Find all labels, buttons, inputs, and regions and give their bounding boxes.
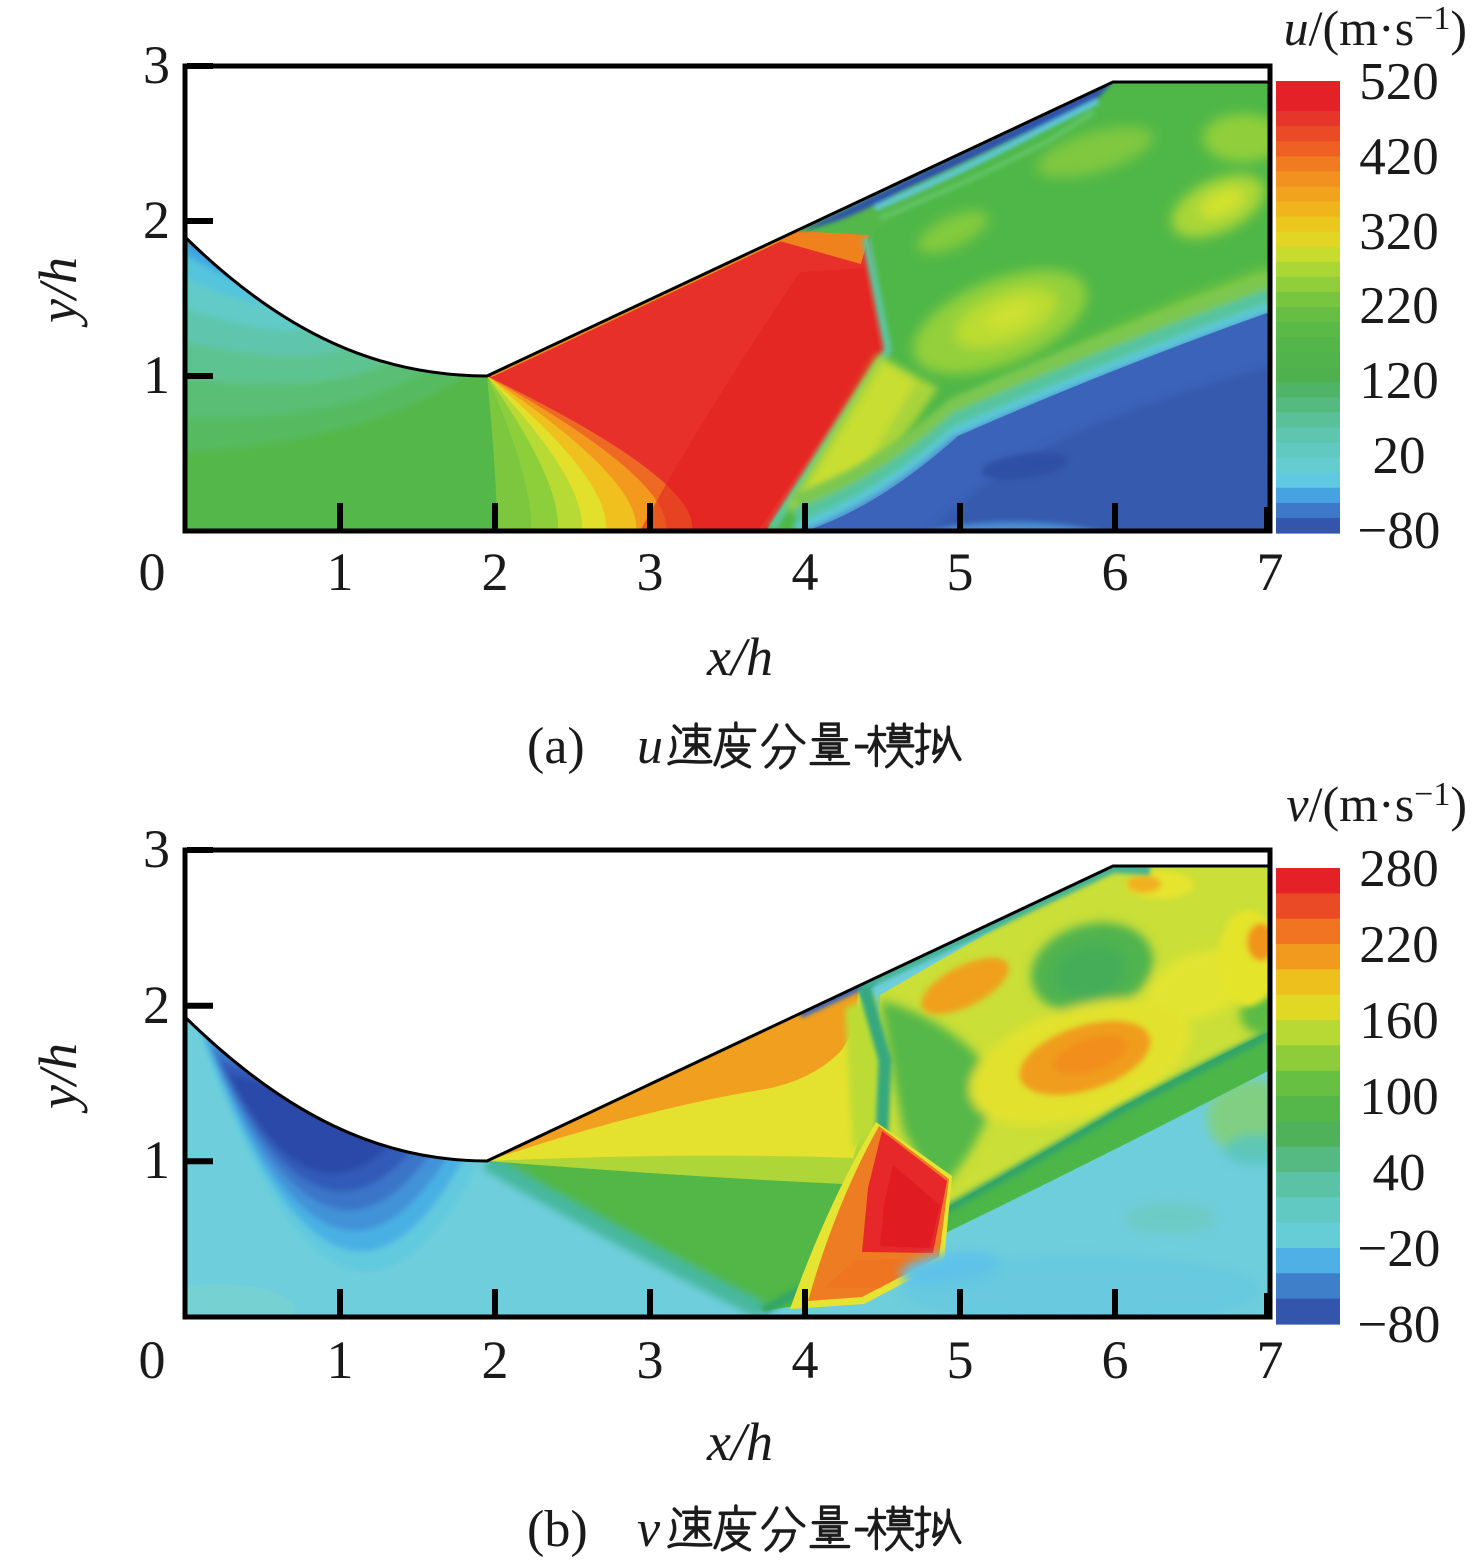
svg-text:x/h: x/h (706, 627, 773, 687)
svg-text:3: 3 (637, 542, 664, 602)
svg-text:(a): (a) (527, 718, 585, 775)
svg-text:2: 2 (143, 190, 170, 250)
svg-text:y/h: y/h (28, 257, 88, 328)
svg-text:3: 3 (143, 35, 170, 95)
svg-text:5: 5 (947, 542, 974, 602)
svg-text:4: 4 (792, 542, 819, 602)
svg-text:0: 0 (139, 542, 166, 602)
svg-text:-: - (853, 1497, 870, 1554)
svg-text:1: 1 (143, 345, 170, 405)
svg-text:7: 7 (1257, 542, 1284, 602)
svg-text:v/(m·s−1): v/(m·s−1) (1286, 776, 1467, 832)
svg-text:u: u (637, 718, 663, 775)
svg-text:5: 5 (947, 1330, 974, 1390)
svg-text:2: 2 (143, 975, 170, 1035)
svg-text:3: 3 (143, 819, 170, 879)
svg-text:2: 2 (482, 1330, 509, 1390)
svg-text:4: 4 (792, 1330, 819, 1390)
svg-text:1: 1 (327, 542, 354, 602)
svg-text:280: 280 (1359, 840, 1439, 898)
svg-text:−20: −20 (1358, 1220, 1441, 1278)
svg-text:v: v (637, 1501, 661, 1558)
svg-text:(b): (b) (527, 1501, 588, 1558)
svg-text:-: - (853, 714, 870, 771)
svg-text:120: 120 (1359, 352, 1439, 410)
svg-text:u/(m·s−1): u/(m·s−1) (1284, 0, 1467, 56)
svg-text:220: 220 (1359, 916, 1439, 974)
svg-text:1: 1 (143, 1130, 170, 1190)
svg-text:0: 0 (139, 1330, 166, 1390)
svg-text:−80: −80 (1358, 1296, 1441, 1354)
svg-text:7: 7 (1257, 1330, 1284, 1390)
svg-text:x/h: x/h (706, 1412, 773, 1472)
svg-text:1: 1 (327, 1330, 354, 1390)
svg-text:40: 40 (1373, 1144, 1426, 1202)
svg-text:100: 100 (1359, 1068, 1439, 1126)
svg-text:6: 6 (1102, 542, 1129, 602)
svg-text:320: 320 (1359, 203, 1439, 261)
svg-text:520: 520 (1359, 53, 1439, 111)
svg-text:6: 6 (1102, 1330, 1129, 1390)
svg-text:−80: −80 (1358, 502, 1441, 560)
svg-text:y/h: y/h (28, 1043, 88, 1114)
svg-text:160: 160 (1359, 992, 1439, 1050)
svg-text:20: 20 (1373, 427, 1426, 485)
svg-text:3: 3 (637, 1330, 664, 1390)
svg-text:2: 2 (482, 542, 509, 602)
svg-text:220: 220 (1359, 277, 1439, 335)
svg-text:420: 420 (1359, 128, 1439, 186)
